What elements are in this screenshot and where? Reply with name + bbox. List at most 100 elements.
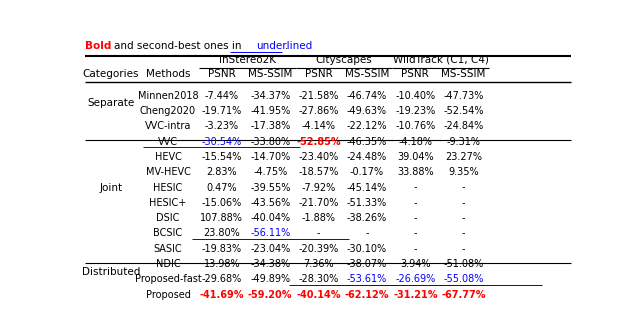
Text: -22.12%: -22.12% (347, 121, 387, 131)
Text: -43.56%: -43.56% (250, 198, 291, 208)
Text: -7.92%: -7.92% (301, 182, 336, 193)
Text: Joint: Joint (99, 182, 123, 193)
Text: Cityscapes: Cityscapes (316, 55, 372, 65)
Text: -: - (413, 228, 417, 238)
Text: -51.33%: -51.33% (347, 198, 387, 208)
Text: -: - (365, 228, 369, 238)
Text: 2.83%: 2.83% (207, 167, 237, 177)
Text: PSNR: PSNR (401, 69, 429, 79)
Text: -19.83%: -19.83% (202, 244, 242, 254)
Text: -34.38%: -34.38% (250, 259, 291, 269)
Text: -62.12%: -62.12% (345, 290, 389, 300)
Text: -40.04%: -40.04% (250, 213, 291, 223)
Text: -23.04%: -23.04% (250, 244, 291, 254)
Text: 3.94%: 3.94% (400, 259, 431, 269)
Text: -: - (462, 213, 465, 223)
Text: -49.89%: -49.89% (250, 274, 291, 284)
Text: -7.44%: -7.44% (205, 91, 239, 101)
Text: -0.17%: -0.17% (350, 167, 384, 177)
Text: -67.77%: -67.77% (442, 290, 486, 300)
Text: WildTrack (C1, C4): WildTrack (C1, C4) (393, 55, 489, 65)
Text: InStereo2K: InStereo2K (219, 55, 276, 65)
Text: -27.86%: -27.86% (298, 106, 339, 116)
Text: 39.04%: 39.04% (397, 152, 434, 162)
Text: -41.95%: -41.95% (250, 106, 291, 116)
Text: -29.68%: -29.68% (202, 274, 242, 284)
Text: Cheng2020: Cheng2020 (140, 106, 196, 116)
Text: -51.08%: -51.08% (444, 259, 484, 269)
Text: -26.69%: -26.69% (395, 274, 435, 284)
Text: Categories: Categories (83, 69, 140, 79)
Text: -53.61%: -53.61% (347, 274, 387, 284)
Text: -45.14%: -45.14% (347, 182, 387, 193)
Text: 0.47%: 0.47% (207, 182, 237, 193)
Text: -9.31%: -9.31% (447, 137, 481, 147)
Text: VVC: VVC (158, 137, 178, 147)
Text: -: - (462, 198, 465, 208)
Text: and second-best ones in: and second-best ones in (114, 41, 241, 51)
Text: -28.30%: -28.30% (298, 274, 339, 284)
Text: -38.26%: -38.26% (347, 213, 387, 223)
Text: BCSIC: BCSIC (154, 228, 182, 238)
Text: -31.21%: -31.21% (393, 290, 438, 300)
Text: -: - (462, 228, 465, 238)
Text: -59.20%: -59.20% (248, 290, 292, 300)
Text: 13.98%: 13.98% (204, 259, 240, 269)
Text: -30.10%: -30.10% (347, 244, 387, 254)
Text: SASIC: SASIC (154, 244, 182, 254)
Text: -24.48%: -24.48% (347, 152, 387, 162)
Text: 7.36%: 7.36% (303, 259, 334, 269)
Text: -49.63%: -49.63% (347, 106, 387, 116)
Text: -18.57%: -18.57% (298, 167, 339, 177)
Text: -4.14%: -4.14% (301, 121, 335, 131)
Text: HESIC+: HESIC+ (149, 198, 187, 208)
Text: -34.37%: -34.37% (250, 91, 291, 101)
Text: -: - (413, 244, 417, 254)
Text: MS-SSIM: MS-SSIM (442, 69, 486, 79)
Text: Proposed-fast: Proposed-fast (134, 274, 202, 284)
Text: 33.88%: 33.88% (397, 167, 434, 177)
Text: -56.11%: -56.11% (250, 228, 291, 238)
Text: -38.07%: -38.07% (347, 259, 387, 269)
Text: -14.70%: -14.70% (250, 152, 291, 162)
Text: -30.54%: -30.54% (202, 137, 242, 147)
Text: MV-HEVC: MV-HEVC (146, 167, 191, 177)
Text: -: - (317, 228, 321, 238)
Text: -15.54%: -15.54% (202, 152, 242, 162)
Text: Separate: Separate (88, 98, 134, 109)
Text: -52.85%: -52.85% (296, 137, 341, 147)
Text: -52.54%: -52.54% (444, 106, 484, 116)
Text: underlined: underlined (256, 41, 312, 51)
Text: Methods: Methods (146, 69, 190, 79)
Text: -10.76%: -10.76% (395, 121, 435, 131)
Text: -39.55%: -39.55% (250, 182, 291, 193)
Text: -10.40%: -10.40% (396, 91, 435, 101)
Text: HESIC: HESIC (154, 182, 182, 193)
Text: -20.39%: -20.39% (298, 244, 339, 254)
Text: -46.35%: -46.35% (347, 137, 387, 147)
Text: -3.23%: -3.23% (205, 121, 239, 131)
Text: Proposed: Proposed (146, 290, 191, 300)
Text: -55.08%: -55.08% (444, 274, 484, 284)
Text: Bold: Bold (85, 41, 111, 51)
Text: DSIC: DSIC (156, 213, 180, 223)
Text: -: - (462, 182, 465, 193)
Text: -23.40%: -23.40% (298, 152, 339, 162)
Text: -33.80%: -33.80% (250, 137, 291, 147)
Text: VVC-intra: VVC-intra (145, 121, 191, 131)
Text: -21.58%: -21.58% (298, 91, 339, 101)
Text: -46.74%: -46.74% (347, 91, 387, 101)
Text: HEVC: HEVC (155, 152, 182, 162)
Text: 23.80%: 23.80% (204, 228, 240, 238)
Text: -21.70%: -21.70% (298, 198, 339, 208)
Text: MS-SSIM: MS-SSIM (248, 69, 292, 79)
Text: -19.71%: -19.71% (202, 106, 242, 116)
Text: Distributed: Distributed (82, 267, 140, 277)
Text: PSNR: PSNR (208, 69, 236, 79)
Text: -: - (462, 244, 465, 254)
Text: -24.84%: -24.84% (444, 121, 484, 131)
Text: Minnen2018: Minnen2018 (138, 91, 198, 101)
Text: -1.88%: -1.88% (301, 213, 335, 223)
Text: -: - (413, 182, 417, 193)
Text: 9.35%: 9.35% (449, 167, 479, 177)
